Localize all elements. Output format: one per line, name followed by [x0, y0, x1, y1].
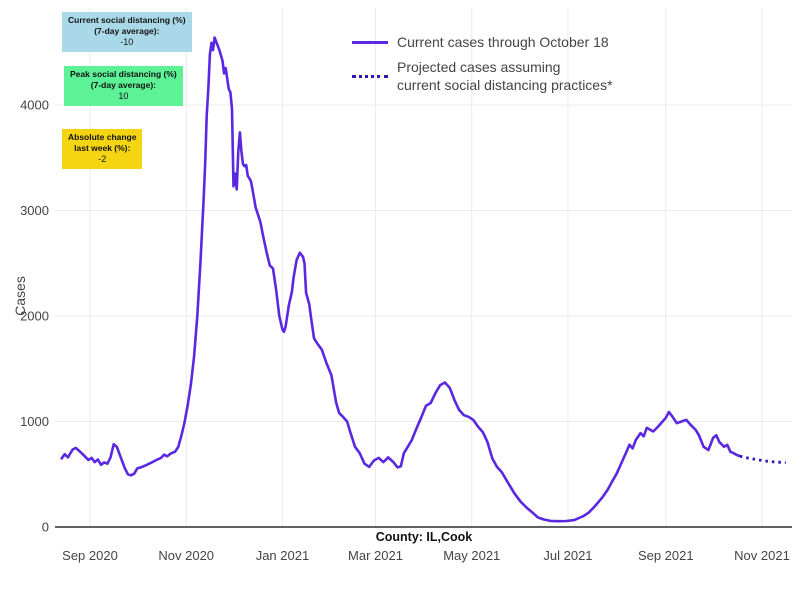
legend: Current cases through October 18 Project…: [352, 33, 613, 101]
x-tick-label: Nov 2020: [158, 548, 214, 563]
x-tick-label: May 2021: [443, 548, 500, 563]
legend-item-current: Current cases through October 18: [352, 33, 613, 51]
x-tick-label: Sep 2020: [62, 548, 118, 563]
dotted-line-swatch: [352, 74, 388, 78]
legend-item-projected: Projected cases assuming current social …: [352, 58, 613, 94]
y-tick-label: 3000: [20, 203, 49, 218]
absolute-change-value: -2: [98, 154, 107, 165]
x-tick-label: Jul 2021: [543, 548, 592, 563]
legend-label-line: Projected cases assuming: [397, 59, 561, 75]
x-tick-label: Mar 2021: [348, 548, 403, 563]
anno-label-line: Peak social distancing (%): [70, 69, 177, 79]
current-social-distancing-value: -10: [120, 37, 134, 48]
x-axis-title: County: IL,Cook: [375, 530, 473, 544]
anno-label-line: (7-day average):: [94, 26, 160, 37]
x-tick-label: Sep 2021: [638, 548, 694, 563]
y-tick-label: 1000: [20, 414, 49, 429]
absolute-change-box: Absolute change last week (%): -2: [62, 129, 143, 169]
current-social-distancing-box: Current social distancing (%) (7-day ave…: [62, 12, 192, 52]
current-cases-line: [60, 36, 742, 523]
solid-line-swatch: [352, 40, 388, 44]
projected-cases-line: [739, 454, 786, 464]
x-tick-label: Jan 2021: [256, 548, 310, 563]
y-tick-label: 0: [42, 520, 49, 535]
legend-label: Projected cases assuming current social …: [397, 58, 613, 94]
anno-label-line: (7-day average):: [90, 80, 156, 91]
anno-label-line: Absolute change: [68, 132, 137, 142]
peak-social-distancing-value: 10: [118, 91, 129, 102]
y-tick-label: 4000: [20, 98, 49, 113]
anno-label-line: Current social distancing (%): [68, 15, 186, 25]
y-axis-title: Cases: [12, 276, 28, 316]
anno-label-line: last week (%):: [74, 143, 131, 154]
y-tick-label: 2000: [20, 309, 49, 324]
legend-label: Current cases through October 18: [397, 34, 609, 50]
x-tick-label: Nov 2021: [734, 548, 790, 563]
peak-social-distancing-box: Peak social distancing (%) (7-day averag…: [64, 66, 183, 106]
legend-label-line: current social distancing practices*: [397, 77, 613, 93]
